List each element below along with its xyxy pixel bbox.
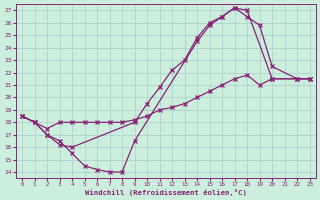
X-axis label: Windchill (Refroidissement éolien,°C): Windchill (Refroidissement éolien,°C) bbox=[85, 189, 247, 196]
